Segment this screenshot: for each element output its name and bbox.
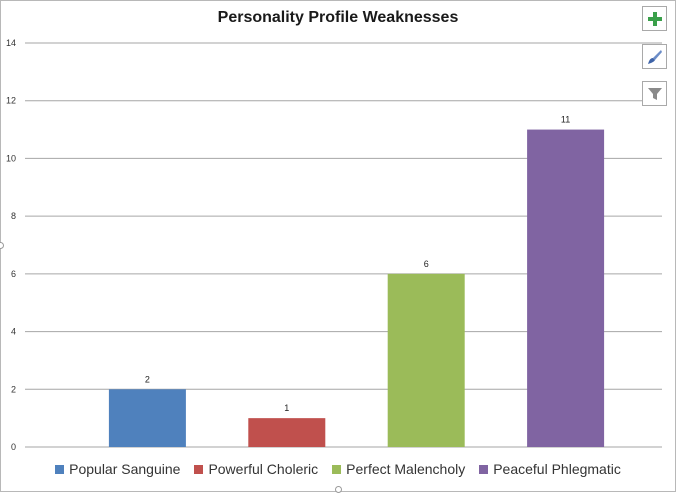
chart-title: Personality Profile Weaknesses [217, 9, 459, 26]
data-label: 11 [561, 115, 570, 125]
y-tick-label: 14 [6, 38, 16, 48]
resize-handle-left[interactable] [0, 242, 4, 249]
legend: Popular Sanguine Powerful Choleric Perfect… [0, 461, 676, 477]
y-tick-label: 2 [11, 384, 16, 394]
y-tick-label: 8 [11, 211, 16, 221]
paintbrush-icon [647, 49, 662, 64]
data-label: 2 [145, 374, 150, 384]
y-tick-label: 6 [11, 269, 16, 279]
bar-popular-sanguine[interactable] [108, 389, 186, 447]
data-label: 1 [284, 403, 289, 413]
funnel-icon [647, 87, 662, 100]
data-label: 6 [424, 259, 429, 269]
legend-label: Powerful Choleric [208, 461, 319, 477]
bar-powerful-choleric[interactable] [248, 418, 326, 447]
legend-item[interactable]: Perfect Malencholy [332, 461, 465, 477]
y-tick-label: 12 [6, 96, 16, 106]
y-tick-label: 0 [11, 442, 16, 452]
legend-item[interactable]: Peaceful Phlegmatic [479, 461, 621, 477]
legend-swatch [55, 464, 65, 474]
y-tick-label: 4 [11, 327, 16, 337]
legend-label: Peaceful Phlegmatic [493, 461, 621, 477]
add-chart-element-button[interactable] [642, 6, 667, 31]
legend-item[interactable]: Powerful Choleric [194, 461, 318, 477]
plus-icon [647, 11, 662, 26]
legend-swatch [479, 464, 489, 474]
bar-peaceful-phlegmatic[interactable] [527, 129, 605, 448]
legend-swatch [194, 464, 204, 474]
legend-label: Popular Sanguine [69, 461, 181, 477]
legend-item[interactable]: Popular Sanguine [55, 461, 180, 477]
y-tick-label: 10 [6, 153, 16, 163]
bar-perfect-malencholy[interactable] [387, 273, 465, 447]
legend-label: Perfect Malencholy [346, 461, 466, 477]
chart-filters-button[interactable] [642, 81, 667, 106]
legend-swatch [332, 464, 342, 474]
chart-styles-button[interactable] [642, 44, 667, 69]
